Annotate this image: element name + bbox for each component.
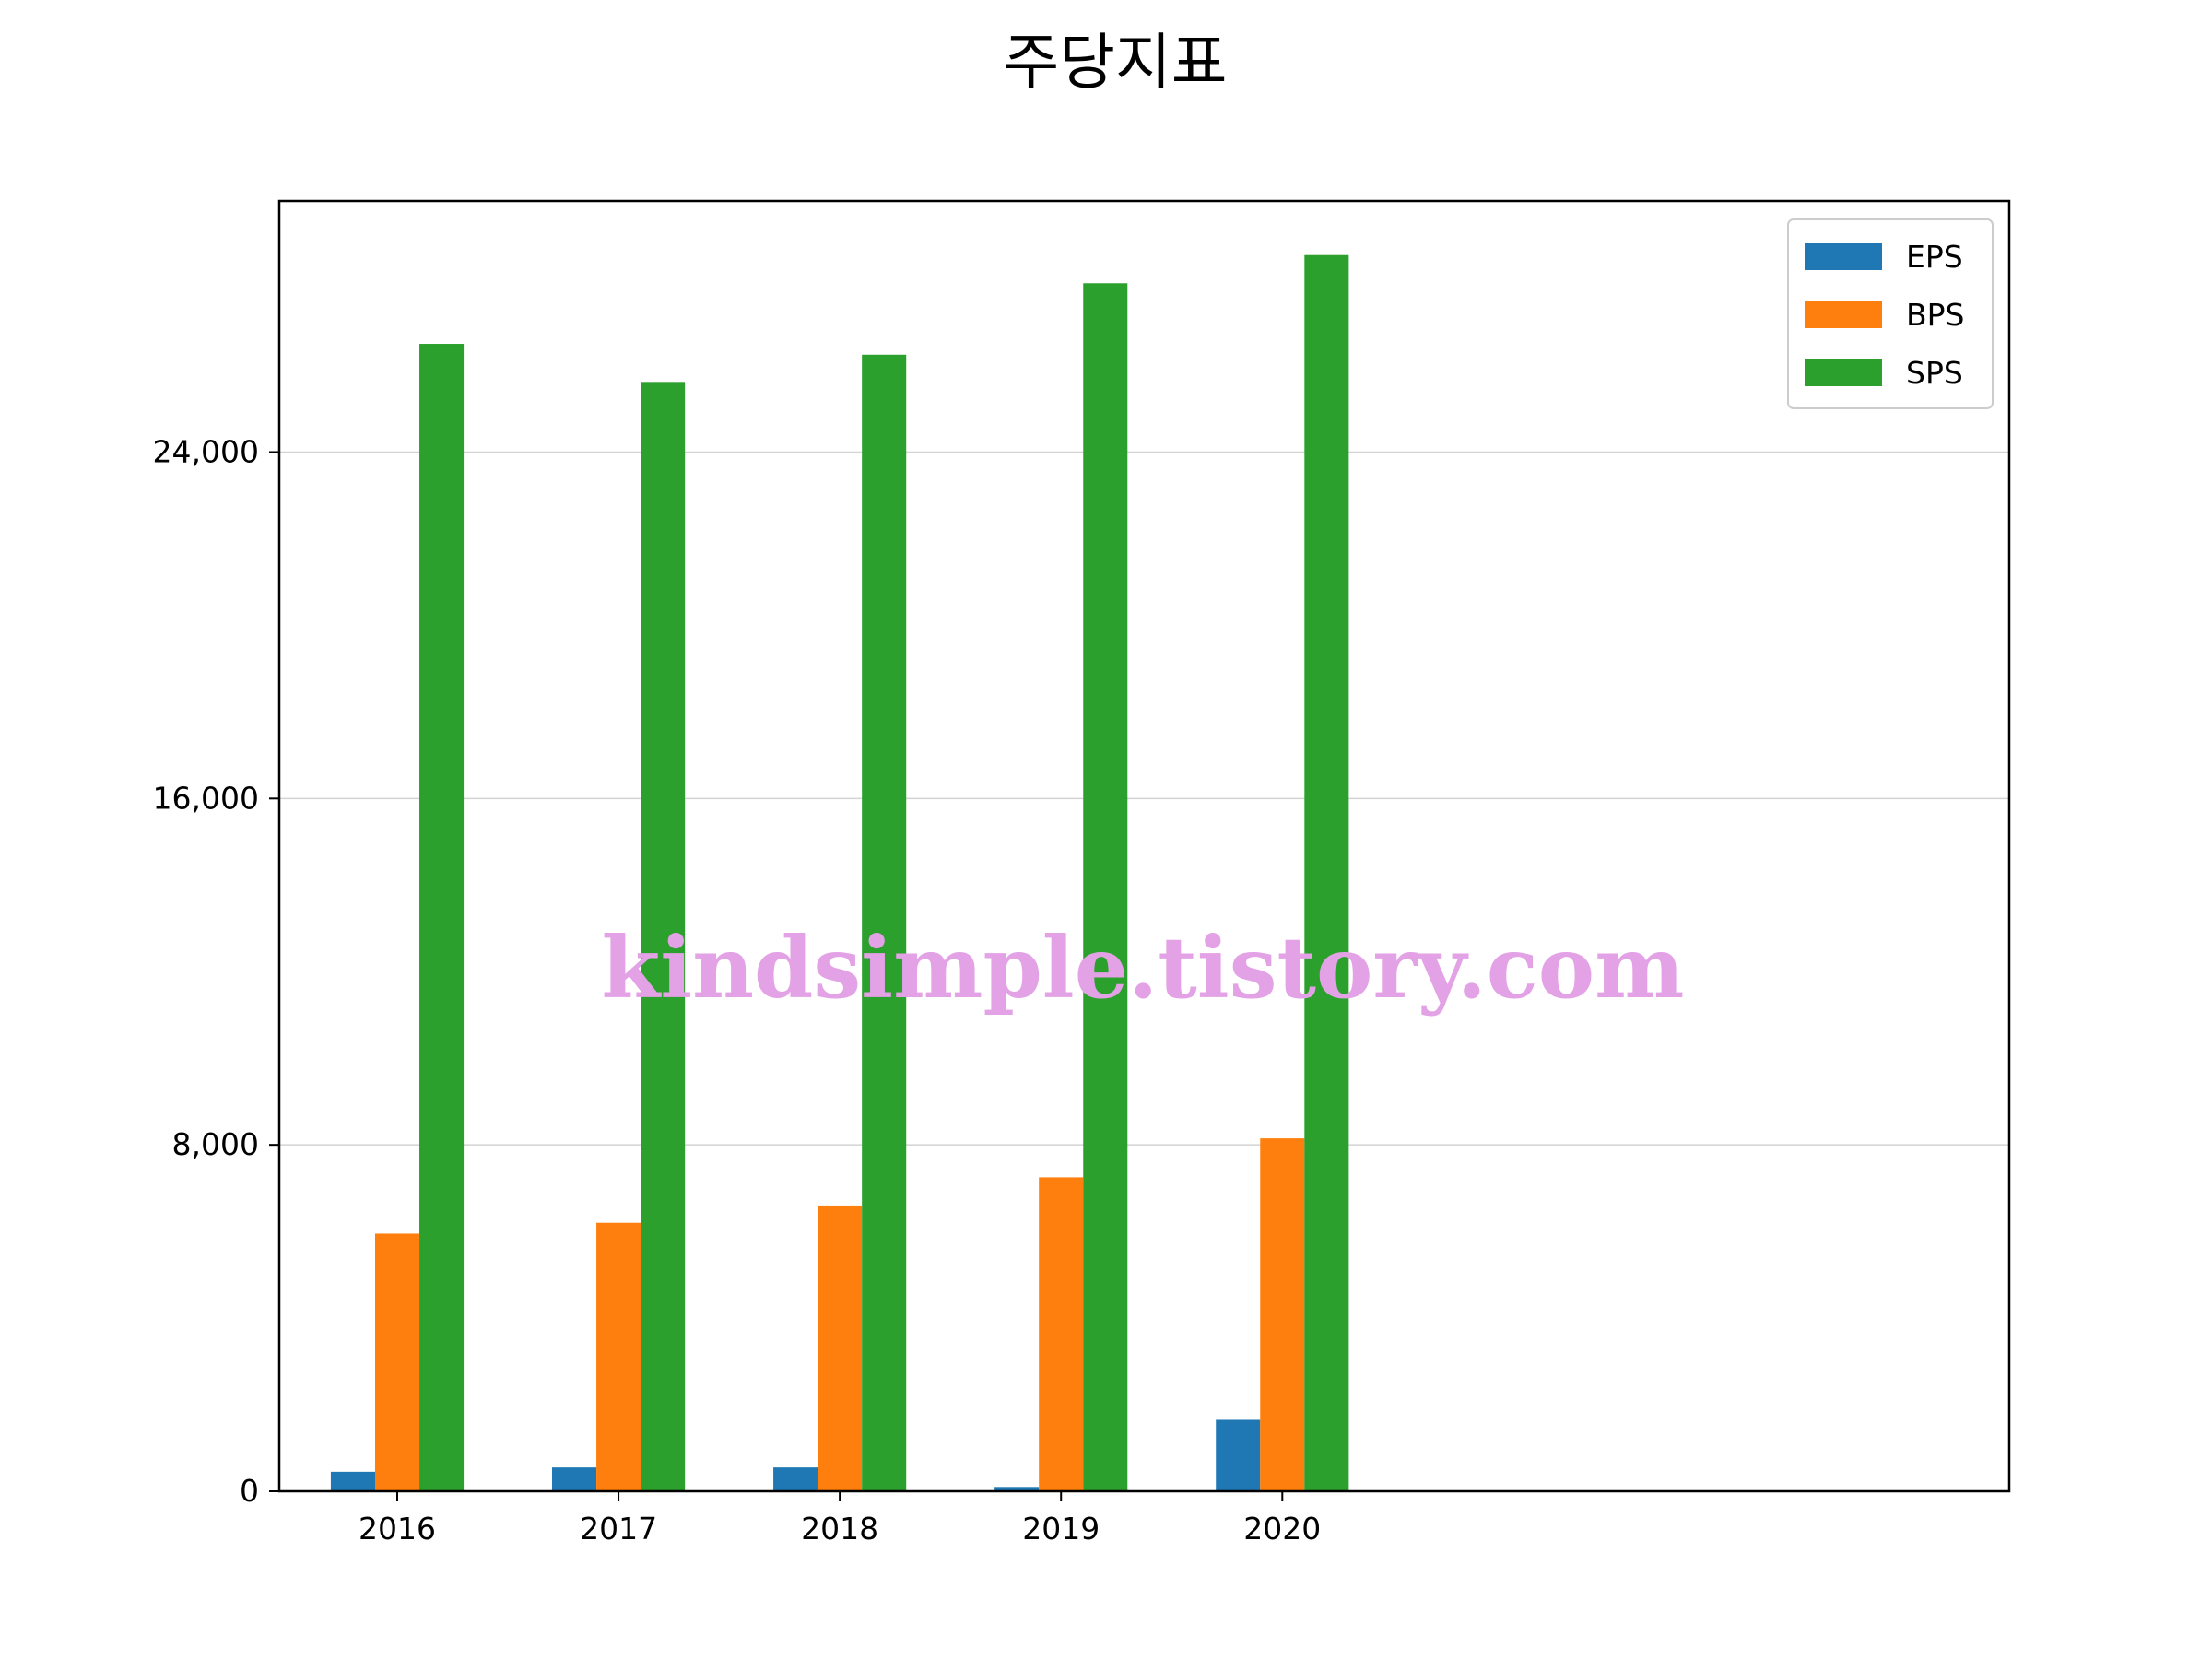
legend-label-sps: SPS: [1906, 355, 1963, 391]
legend-swatch-sps: [1805, 359, 1882, 386]
x-tick-label: 2020: [1243, 1511, 1321, 1547]
bar-sps-2020: [1304, 254, 1349, 1491]
axes-frame: [277, 199, 2011, 1493]
x-tick-label: 2016: [359, 1511, 436, 1547]
bar-eps-2017: [552, 1467, 597, 1491]
legend-swatch-bps: [1805, 301, 1882, 328]
y-axis: 0 8,000 16,000 24,000: [153, 433, 279, 1509]
y-tick-label: 16,000: [153, 780, 259, 816]
grid-lines: [279, 451, 2009, 1146]
x-tick-label: 2019: [1022, 1511, 1100, 1547]
bar-eps-2020: [1216, 1419, 1261, 1491]
bar-bps-2017: [596, 1222, 641, 1491]
bar-eps-2019: [994, 1487, 1040, 1491]
y-tick-label: 8,000: [172, 1126, 259, 1162]
bar-eps-2016: [330, 1471, 375, 1491]
bar-eps-2018: [773, 1467, 818, 1491]
x-axis: 2016 2017 2018 2019 2020: [359, 1491, 1321, 1547]
watermark: kindsimple.tistory.com: [601, 918, 1684, 1018]
bar-sps-2018: [862, 354, 907, 1491]
bar-bps-2019: [1039, 1177, 1084, 1491]
bars: [330, 254, 1349, 1492]
bar-bps-2018: [818, 1205, 863, 1491]
x-tick-label: 2018: [801, 1511, 878, 1547]
chart-title: 주당지표: [1004, 27, 1228, 98]
y-tick-label: 24,000: [153, 433, 259, 469]
bar-bps-2016: [374, 1233, 420, 1491]
legend-label-eps: EPS: [1906, 239, 1963, 275]
legend-swatch-eps: [1805, 243, 1882, 270]
legend: EPS BPS SPS: [1787, 218, 1994, 409]
y-tick-label: 0: [240, 1473, 259, 1509]
bar-sps-2019: [1083, 283, 1128, 1492]
x-tick-label: 2017: [580, 1511, 657, 1547]
bar-bps-2020: [1260, 1138, 1305, 1491]
bar-sps-2016: [419, 344, 465, 1491]
bar-sps-2017: [641, 382, 686, 1491]
legend-label-bps: BPS: [1906, 297, 1965, 333]
